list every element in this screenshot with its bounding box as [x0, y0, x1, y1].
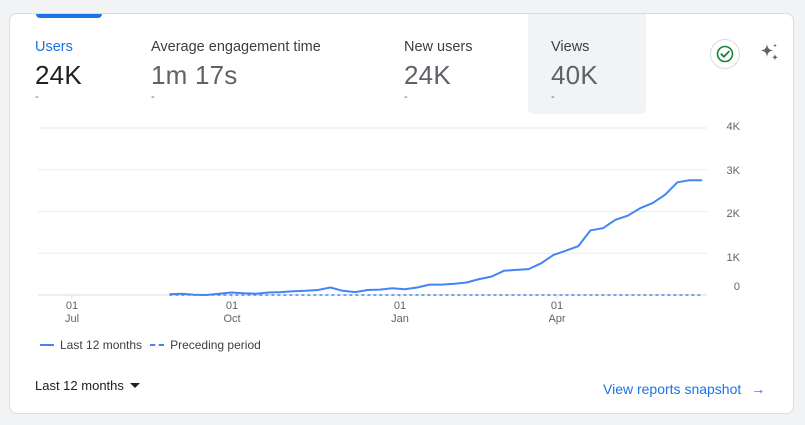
metric-label: Average engagement time	[151, 39, 321, 55]
y-tick-label: 3K	[726, 165, 740, 177]
x-tick-label-month: Jul	[64, 313, 80, 325]
metric-tab-new-users[interactable]: New users 24K -	[404, 14, 524, 114]
legend-label: Last 12 months	[60, 338, 143, 352]
caret-down-icon	[129, 383, 140, 388]
y-tick-label: 4K	[726, 121, 740, 133]
view-reports-snapshot-link[interactable]: View reports snapshot →	[603, 381, 765, 397]
legend-label: Preceding period	[170, 338, 261, 352]
metric-tab-engagement[interactable]: Average engagement time 1m 17s -	[151, 14, 381, 114]
line-chart: 01 Jul 01 Oct 01 Jan 01 Apr 4K 3K 2K 1K 0	[10, 114, 793, 339]
metric-delta: -	[551, 91, 555, 103]
legend-item-current: Last 12 months	[40, 338, 142, 352]
x-tick-label-day: 01	[65, 300, 79, 312]
arrow-right-icon: →	[751, 381, 766, 397]
insights-button[interactable]	[754, 38, 784, 68]
x-tick-label-month: Apr	[548, 313, 566, 325]
metric-tab-users[interactable]: Users 24K -	[35, 14, 145, 114]
date-range-label: Last 12 months	[35, 378, 124, 393]
legend-solid-swatch	[40, 344, 54, 346]
legend-dashed-swatch	[150, 344, 165, 346]
chart-svg	[38, 127, 707, 299]
x-tick-label-month: Jan	[391, 313, 409, 325]
metric-value: 1m 17s	[151, 60, 238, 90]
overview-card: Users 24K - Average engagement time 1m 1…	[9, 13, 794, 414]
metric-tab-views[interactable]: Views 40K -	[528, 14, 646, 114]
x-tick-label-day: 01	[393, 300, 407, 312]
sparkle-icon	[760, 43, 779, 61]
metric-label: Users	[35, 39, 73, 55]
check-circle-icon	[716, 45, 734, 63]
metric-delta: -	[404, 91, 408, 103]
selected-metric-indicator	[36, 14, 102, 18]
status-check-button[interactable]	[710, 39, 740, 69]
metric-value: 40K	[551, 60, 598, 90]
y-tick-label: 1K	[726, 252, 740, 264]
x-tick-label-day: 01	[550, 300, 564, 312]
date-range-dropdown[interactable]: Last 12 months	[35, 378, 140, 393]
chart-legend: Last 12 months Preceding period	[40, 338, 269, 352]
metric-label: Views	[551, 39, 590, 55]
x-tick-label-month: Oct	[223, 313, 241, 325]
snapshot-link-label: View reports snapshot	[603, 381, 742, 397]
metric-delta: -	[151, 91, 155, 103]
legend-item-preceding: Preceding period	[150, 338, 261, 352]
y-tick-label: 0	[733, 281, 740, 293]
y-tick-label: 2K	[726, 208, 740, 220]
series-line-current	[169, 179, 703, 296]
metric-delta: -	[35, 91, 39, 103]
metric-value: 24K	[35, 60, 82, 90]
x-tick-label-day: 01	[225, 300, 239, 312]
metric-label: New users	[404, 39, 473, 55]
metric-value: 24K	[404, 60, 451, 90]
